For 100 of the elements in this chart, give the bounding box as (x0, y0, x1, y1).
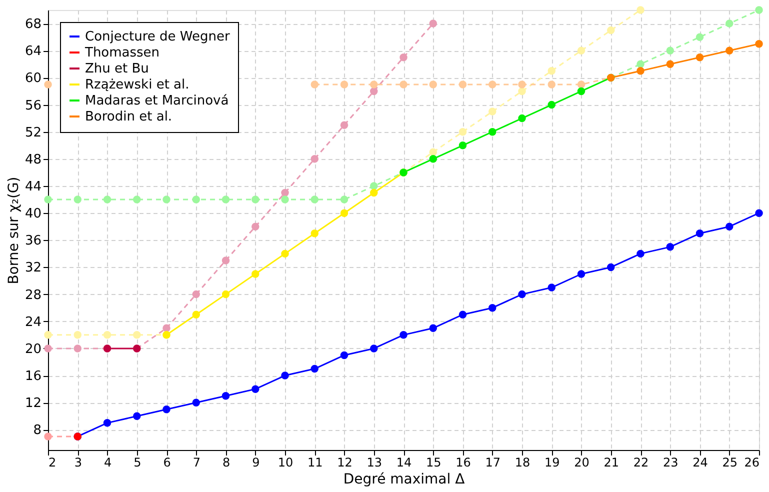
point (281, 250, 289, 258)
point (370, 80, 378, 88)
point (162, 406, 170, 414)
x-tick-label: 8 (222, 456, 230, 470)
point (281, 372, 289, 380)
y-tick-label: 32 (24, 260, 42, 276)
x-tick-label: 24 (692, 456, 708, 470)
point (400, 54, 408, 62)
point (458, 128, 467, 136)
x-tick-label: 16 (456, 456, 471, 470)
point (370, 188, 378, 197)
point (577, 80, 586, 88)
point (518, 114, 526, 122)
point (429, 80, 437, 88)
point (310, 230, 318, 238)
x-tick-label: 7 (192, 456, 200, 470)
legend-label: Rzążewski et al. (85, 78, 190, 92)
y-tick-label: 40 (24, 206, 42, 222)
point (488, 128, 496, 136)
point (458, 142, 467, 150)
x-tick-label: 10 (278, 456, 294, 470)
point (726, 20, 734, 28)
x-tick-label: 17 (485, 456, 501, 470)
x-tick-label: 19 (544, 456, 560, 470)
y-tick-label: 56 (24, 98, 42, 114)
point (310, 80, 318, 88)
point (103, 331, 112, 339)
point (400, 80, 408, 88)
point (636, 67, 644, 75)
point (458, 80, 467, 88)
point (222, 256, 230, 264)
x-tick-label: 5 (134, 456, 142, 470)
point (44, 80, 52, 88)
y-tick-label: 64 (24, 44, 42, 60)
point (103, 419, 112, 427)
x-tick-label: 6 (163, 456, 171, 470)
point (607, 263, 615, 272)
point (726, 222, 734, 230)
x-tick-label: 3 (74, 456, 82, 470)
legend-label: Conjecture de Wegner (85, 30, 231, 44)
y-tick-label: 60 (24, 71, 42, 86)
point (607, 26, 615, 34)
point (310, 364, 318, 373)
point (162, 196, 170, 204)
point (518, 290, 526, 298)
point (281, 196, 289, 204)
x-tick-label: 14 (396, 456, 412, 470)
y-tick-label: 8 (33, 423, 42, 438)
point (548, 284, 556, 292)
y-tick-label: 20 (24, 342, 42, 357)
x-tick-label: 12 (337, 456, 352, 470)
point (222, 196, 230, 204)
x-tick-label: 15 (426, 456, 442, 470)
point (252, 196, 260, 204)
point (133, 412, 141, 420)
x-tick-label: 23 (662, 456, 678, 470)
point (696, 33, 704, 41)
x-tick-label: 9 (252, 456, 260, 470)
point (458, 310, 467, 318)
y-tick-label: 28 (24, 288, 42, 303)
legend-label: Borodin et al. (85, 110, 172, 124)
x-tick-label: 13 (366, 456, 382, 470)
point (548, 100, 556, 109)
x-tick-label: 2 (48, 456, 56, 470)
point (488, 80, 496, 88)
point (192, 290, 200, 298)
x-tick-label: 26 (744, 456, 760, 470)
point (133, 331, 141, 339)
point (133, 196, 141, 204)
point (162, 324, 170, 332)
x-tick-label: 4 (104, 456, 112, 470)
x-tick-label: 21 (604, 456, 620, 470)
point (548, 80, 556, 88)
point (400, 331, 408, 339)
y-tick-label: 24 (24, 314, 42, 330)
y-tick-label: 48 (24, 152, 42, 168)
point (755, 6, 763, 14)
point (192, 196, 200, 204)
point (281, 188, 289, 197)
point (577, 270, 586, 278)
legend-label: Madaras et Marcinová (85, 94, 229, 108)
point (666, 46, 674, 54)
point (340, 121, 348, 129)
point (429, 20, 437, 28)
point (755, 40, 763, 48)
x-tick-label: 20 (574, 456, 590, 470)
y-tick-label: 36 (24, 234, 42, 249)
x-axis-title: Degré maximal Δ (343, 472, 466, 488)
x-tick-label: 18 (514, 456, 530, 470)
point (74, 344, 82, 352)
point (370, 182, 378, 190)
point (252, 222, 260, 230)
point (370, 87, 378, 96)
point (310, 196, 318, 204)
legend-label: Thomassen (84, 46, 160, 60)
point (518, 87, 526, 96)
point (44, 432, 52, 440)
point (429, 324, 437, 332)
point (666, 60, 674, 68)
point (429, 155, 437, 163)
